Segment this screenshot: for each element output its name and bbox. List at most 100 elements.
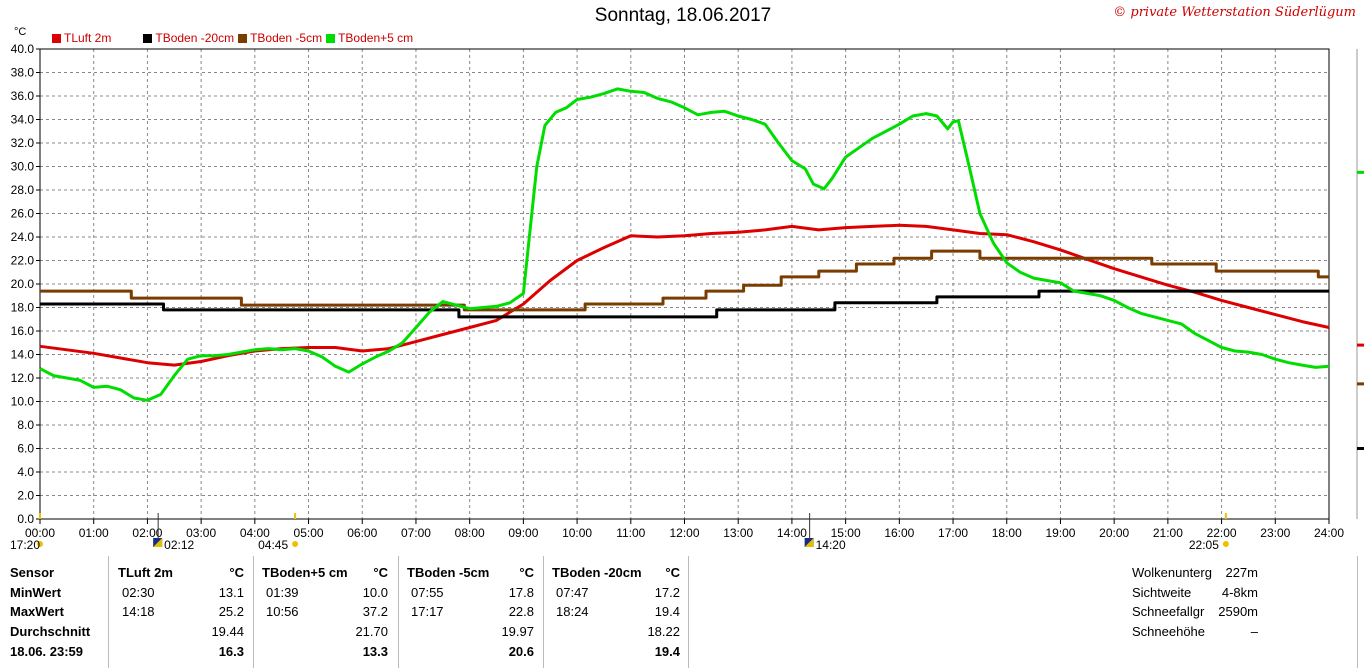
x-tick-label: 11:00 — [616, 526, 645, 540]
extra-label: Schneefallgr — [1132, 604, 1205, 619]
tide-icon — [153, 538, 163, 547]
y-tick-label: 10.0 — [11, 395, 35, 409]
x-tick-label: 13:00 — [723, 526, 753, 540]
legend-swatch — [326, 33, 336, 43]
min-value: 17.8 — [508, 585, 534, 600]
divider — [1357, 556, 1358, 668]
y-tick-label: 38.0 — [11, 66, 35, 80]
x-tick-label: 10:00 — [562, 526, 592, 540]
legend-item: TBoden -5cm — [238, 31, 322, 45]
legend-label: TBoden -20cm — [155, 31, 235, 45]
divider — [398, 556, 399, 668]
stats-labels: Sensor MinWert MaxWert Durchschnitt 18.0… — [10, 556, 110, 668]
copyright-notice: © private Wetterstation Süderlügum — [1113, 5, 1356, 20]
sunset-time-label: 17:20 — [10, 538, 40, 552]
legend-swatch — [238, 33, 248, 43]
y-tick-label: 16.0 — [11, 324, 35, 338]
column-header: TLuft 2m — [118, 565, 173, 580]
legend-label: TBoden -5cm — [250, 31, 323, 45]
extra-label: Schneehöhe — [1132, 624, 1206, 639]
y-tick-label: 36.0 — [11, 89, 35, 103]
y-tick-label: 12.0 — [11, 371, 35, 385]
y-tick-label: 20.0 — [11, 277, 35, 291]
y-tick-label: 34.0 — [11, 113, 35, 127]
legend-label: TLuft 2m — [64, 31, 112, 45]
legend-item: TBoden+5 cm — [326, 31, 413, 45]
stats-column: TBoden+5 cm °C 01:39 10.0 10:56 37.2 21.… — [262, 556, 388, 668]
y-tick-label: 2.0 — [17, 489, 34, 503]
avg-value: 19.97 — [501, 624, 534, 639]
y-tick-label: 22.0 — [11, 254, 35, 268]
min-time: 02:30 — [122, 585, 155, 600]
column-unit: °C — [373, 565, 388, 580]
x-tick-label: 22:00 — [1207, 526, 1237, 540]
column-header: TBoden+5 cm — [262, 565, 348, 580]
y-tick-label: 24.0 — [11, 230, 35, 244]
x-tick-label: 23:00 — [1260, 526, 1290, 540]
tide-icon — [804, 538, 814, 547]
stats-column: TBoden -5cm °C 07:55 17.8 17:17 22.8 19.… — [407, 556, 534, 668]
x-tick-label: 15:00 — [831, 526, 861, 540]
x-tick-label: 08:00 — [455, 526, 485, 540]
min-label: MinWert — [10, 585, 62, 600]
temperature-chart: 0.0 2.0 4.0 6.0 8.0 10.0 12.0 14.0 16.0 18.0 20.0 2… — [10, 42, 1364, 552]
min-value: 13.1 — [218, 585, 244, 600]
max-value: 19.4 — [654, 604, 680, 619]
sunrise-icon — [292, 541, 299, 547]
max-value: 22.8 — [508, 604, 534, 619]
x-tick-label: 06:00 — [347, 526, 377, 540]
extra-value: 2590m — [1218, 604, 1258, 619]
y-tick-label: 8.0 — [17, 418, 34, 432]
stats-column: TBoden -20cm °C 07:47 17.2 18:24 19.4 18… — [552, 556, 680, 668]
x-tick-label: 09:00 — [508, 526, 538, 540]
y-tick-label: 32.0 — [11, 136, 35, 150]
tide-time-label: 14:20 — [816, 538, 846, 552]
avg-value: 18.22 — [647, 624, 680, 639]
max-time: 10:56 — [266, 604, 299, 619]
y-tick-label: 18.0 — [11, 301, 35, 315]
x-tick-label: 03:00 — [186, 526, 216, 540]
x-tick-label: 19:00 — [1045, 526, 1075, 540]
legend-item: TLuft 2m — [52, 31, 111, 45]
x-tick-label: 05:00 — [294, 526, 324, 540]
max-value: 25.2 — [218, 604, 244, 619]
x-tick-label: 16:00 — [884, 526, 914, 540]
last-value: 19.4 — [654, 644, 680, 659]
last-value: 16.3 — [218, 644, 244, 659]
x-tick-label: 07:00 — [401, 526, 431, 540]
sunset-time-label: 22:05 — [1189, 538, 1219, 552]
tide-time-label: 02:12 — [164, 538, 194, 552]
legend-swatch — [52, 33, 61, 43]
series-line — [40, 289, 1329, 319]
y-tick-label: 40.0 — [11, 42, 35, 56]
min-value: 10.0 — [362, 585, 388, 600]
x-tick-label: 17:00 — [938, 526, 968, 540]
max-label: MaxWert — [10, 604, 64, 619]
sunset-icon — [37, 541, 43, 547]
legend-item: TBoden -20cm — [143, 31, 234, 45]
y-tick-label: 0.0 — [17, 512, 34, 526]
y-tick-label: 30.0 — [11, 160, 35, 174]
column-unit: °C — [229, 565, 244, 580]
max-time: 17:17 — [411, 604, 444, 619]
y-tick-label: 6.0 — [17, 442, 34, 456]
last-value: 13.3 — [362, 644, 388, 659]
plot-frame — [39, 48, 1330, 520]
extra-value: 227m — [1225, 565, 1258, 580]
max-time: 18:24 — [556, 604, 589, 619]
x-tick-label: 20:00 — [1099, 526, 1129, 540]
sensor-header: Sensor — [10, 565, 55, 580]
extra-value: – — [1250, 624, 1258, 639]
min-time: 07:55 — [411, 585, 444, 600]
x-tick-label: 00:00 — [25, 526, 55, 540]
last-label: 18.06. 23:59 — [10, 644, 84, 659]
divider — [108, 556, 109, 668]
y-tick-label: 28.0 — [11, 183, 35, 197]
legend-swatch — [143, 33, 153, 43]
column-unit: °C — [519, 565, 534, 580]
divider — [253, 556, 254, 668]
extra-label: Sichtweite — [1132, 585, 1192, 600]
extra-value: 4-8km — [1221, 585, 1258, 600]
series-line — [39, 87, 1330, 402]
y-tick-label: 4.0 — [17, 465, 34, 479]
